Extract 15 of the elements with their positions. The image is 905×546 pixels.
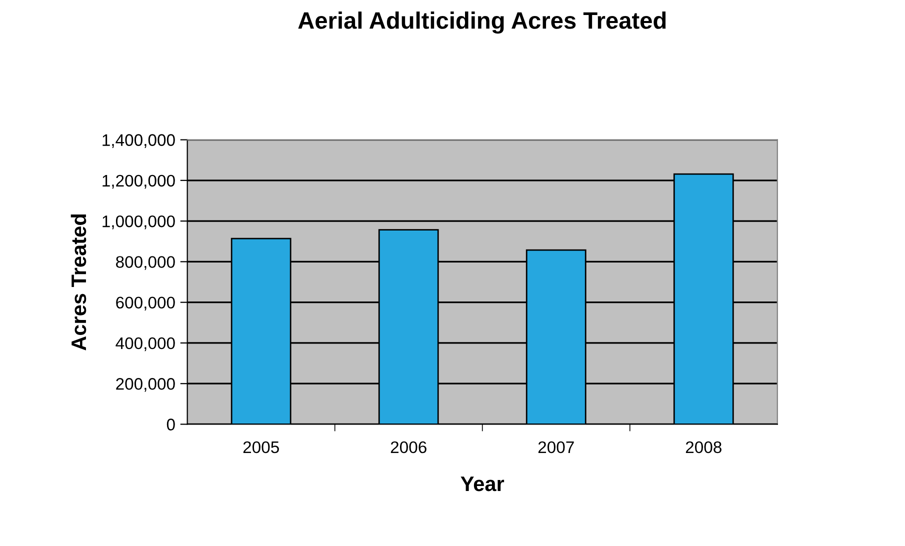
y-axis-title: Acres Treated (70, 214, 86, 350)
x-tick-label: 2006 (390, 441, 426, 454)
y-tick-label: 600,000 (116, 296, 175, 310)
y-tick-label: 0 (166, 418, 175, 430)
y-tick-label: 1,400,000 (102, 134, 175, 148)
x-tick-label: 2005 (243, 441, 279, 454)
x-axis-title: Year (460, 476, 504, 492)
y-tick-label: 1,000,000 (102, 215, 175, 230)
y-tick-label: 200,000 (116, 378, 175, 392)
y-tick-label: 800,000 (116, 256, 175, 270)
y-tick-label: 400,000 (116, 337, 175, 352)
y-tick-label: 1,200,000 (102, 174, 175, 189)
chart-title: Aerial Adulticiding Acres Treated (298, 12, 666, 34)
x-tick-label: 2008 (686, 441, 722, 454)
x-tick-label: 2007 (538, 441, 574, 454)
